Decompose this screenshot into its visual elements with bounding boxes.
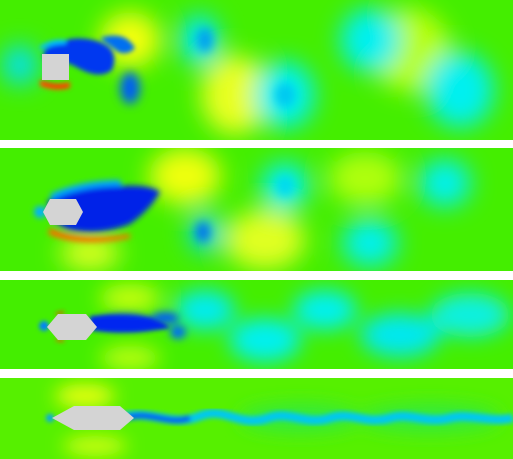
hexagon-obstacle bbox=[43, 199, 83, 225]
vortex-cores bbox=[120, 28, 295, 107]
wake-shear-layer bbox=[39, 311, 170, 342]
wake-shear-layer bbox=[40, 35, 135, 90]
panel-elongated-hexagon-obstacle bbox=[0, 280, 513, 369]
flow-field-1 bbox=[0, 0, 513, 140]
flow-field-4 bbox=[0, 378, 513, 459]
vortex-cores bbox=[196, 176, 293, 242]
square-obstacle bbox=[42, 54, 69, 80]
slender-hexagon-obstacle bbox=[52, 406, 134, 430]
flow-field-3 bbox=[0, 280, 513, 369]
flow-field-2 bbox=[0, 148, 513, 271]
panel-hexagon-obstacle bbox=[0, 148, 513, 271]
elongated-hexagon-obstacle bbox=[47, 314, 97, 340]
panel-slender-hexagon-obstacle bbox=[0, 378, 513, 459]
panel-square-obstacle bbox=[0, 0, 513, 140]
pressure-blobs bbox=[100, 284, 510, 369]
pressure-blobs bbox=[2, 8, 494, 135]
